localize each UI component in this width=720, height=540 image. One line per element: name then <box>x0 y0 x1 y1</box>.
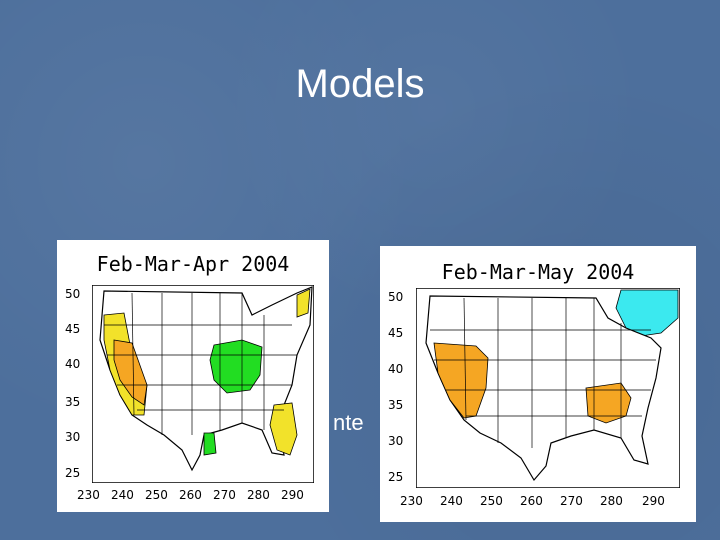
x-tick-label: 240 <box>111 488 134 502</box>
y-tick-label: 40 <box>65 357 81 371</box>
orange-region-southeast <box>585 382 632 424</box>
x-tick-label: 270 <box>213 488 236 502</box>
cyan-region-northeast <box>615 289 679 337</box>
map-feb-mar-may: Feb-Mar-May 2004 50 45 40 35 30 25 230 2… <box>380 246 696 522</box>
yellow-region-northeast <box>296 288 311 318</box>
x-tick-label: 260 <box>179 488 202 502</box>
x-tick-label: 230 <box>400 494 423 508</box>
x-tick-label: 280 <box>247 488 270 502</box>
y-tick-label: 30 <box>388 434 404 448</box>
x-tick-label: 290 <box>281 488 304 502</box>
us-map-plot <box>92 285 314 483</box>
y-tick-label: 30 <box>65 430 81 444</box>
green-region-midwest <box>209 339 263 394</box>
yellow-region-southeast <box>269 402 298 456</box>
bullet-text-1: nte <box>333 410 364 435</box>
x-tick-label: 250 <box>480 494 503 508</box>
map-feb-mar-apr: Feb-Mar-Apr 2004 50 45 40 35 30 25 230 2… <box>57 240 329 512</box>
x-tick-label: 260 <box>520 494 543 508</box>
y-tick-label: 45 <box>65 322 81 336</box>
green-region-south <box>203 432 217 456</box>
y-tick-label: 50 <box>65 287 81 301</box>
slide-title: Models <box>295 62 425 106</box>
y-tick-label: 50 <box>388 290 404 304</box>
x-tick-label: 280 <box>600 494 623 508</box>
y-tick-label: 25 <box>65 466 81 480</box>
y-tick-label: 25 <box>388 470 404 484</box>
map-title: Feb-Mar-May 2004 <box>441 260 635 284</box>
y-tick-label: 35 <box>388 398 404 412</box>
us-map-plot <box>416 288 680 488</box>
orange-region-west <box>113 339 148 406</box>
map-title: Feb-Mar-Apr 2004 <box>96 252 290 276</box>
x-tick-label: 270 <box>560 494 583 508</box>
us-outline <box>99 286 313 472</box>
y-tick-label: 35 <box>65 395 81 409</box>
x-tick-label: 240 <box>440 494 463 508</box>
x-tick-label: 230 <box>77 488 100 502</box>
y-tick-label: 40 <box>388 362 404 376</box>
x-tick-label: 250 <box>145 488 168 502</box>
y-tick-label: 45 <box>388 326 404 340</box>
x-tick-label: 290 <box>642 494 665 508</box>
